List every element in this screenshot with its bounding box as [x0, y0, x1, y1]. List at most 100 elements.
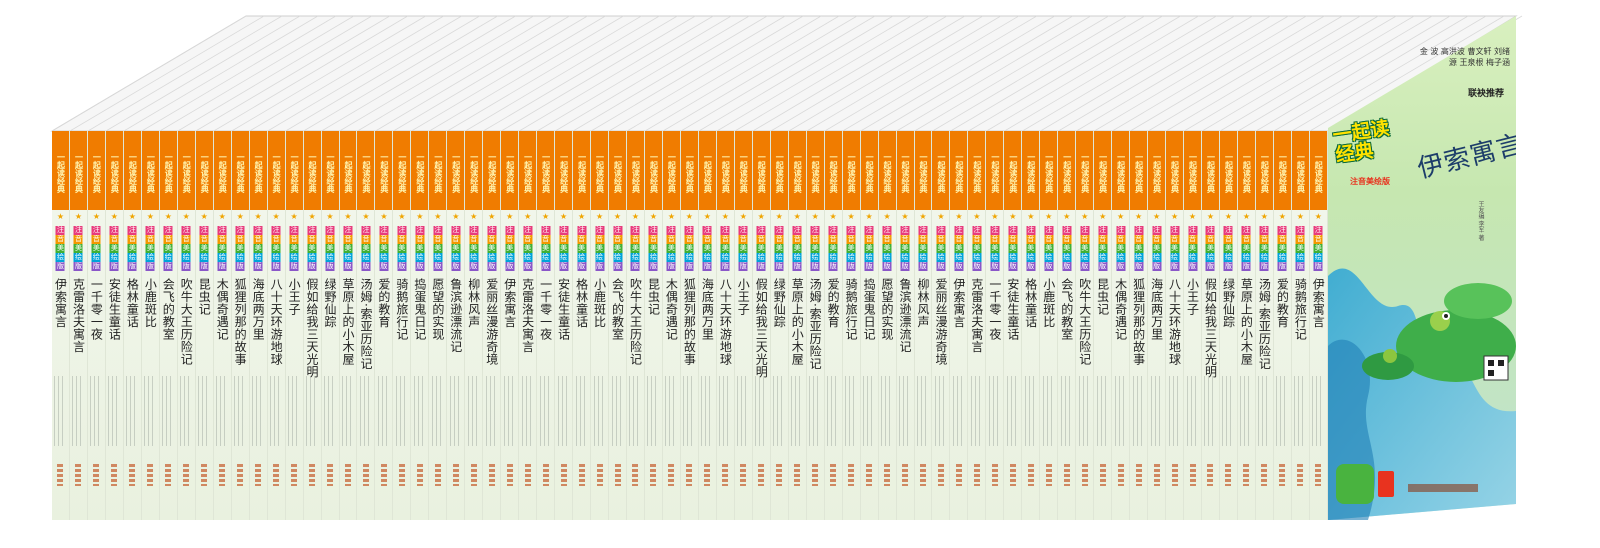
spine-series-label: 一起读经典 [487, 153, 497, 193]
front-cover-illustration [1328, 16, 1516, 520]
star-icon: ★ [847, 212, 855, 221]
book-spines-row: 一起读经典 ★ 注音美绘版伊索寓言 一起读经典 ★ 注音美绘版克雷洛夫寓言 一起读经典 ★ 注音… [52, 131, 1328, 520]
spine-author-credits [503, 376, 516, 446]
spine-band: 一起读经典 [159, 131, 177, 210]
spine-edition-char: 绘 [181, 253, 191, 262]
spine-band: 一起读经典 [447, 131, 465, 210]
spine-series-label: 一起读经典 [883, 153, 893, 193]
page-edge-line [123, 15, 319, 132]
spine-edition-char: 美 [828, 244, 838, 253]
spine-edition-badge: 注音美绘版 [1259, 226, 1269, 271]
spine-edition-char: 美 [1134, 244, 1144, 253]
page-edge-line [249, 15, 444, 132]
page-edge-line [357, 15, 552, 132]
spine-edition-badge: 注音美绘版 [451, 226, 461, 271]
page-edge-line [87, 15, 283, 132]
spine-edition-char: 音 [864, 235, 874, 244]
spine-title: 格林童话 [1023, 278, 1038, 328]
spine-edition-char: 绘 [1080, 253, 1090, 262]
spine-author-credits [1042, 376, 1055, 446]
spine-edition-badge: 注音美绘版 [1170, 226, 1180, 271]
spine-edition-char: 注 [990, 226, 1000, 235]
spine-band: 一起读经典 [87, 131, 105, 210]
spine-edition-char: 版 [774, 262, 784, 271]
spine-edition-char: 注 [756, 226, 766, 235]
spine-edition-char: 美 [1062, 244, 1072, 253]
spine-edition-char: 音 [1080, 235, 1090, 244]
spine-publisher-mark [650, 464, 657, 486]
spine-author-credits [485, 376, 498, 446]
spine-edition-char: 音 [289, 235, 299, 244]
spine-band: 一起读经典 [662, 131, 680, 210]
spine-band: 一起读经典 [896, 131, 914, 210]
spine-publisher-mark [596, 464, 603, 486]
spine-title: 假如给我三天光明 [1203, 278, 1218, 378]
spine-series-label: 一起读经典 [128, 153, 138, 193]
spine-series-label: 一起读经典 [631, 153, 641, 193]
book-spine: 一起读经典 ★ 注音美绘版伊索寓言 [950, 131, 969, 520]
spine-edition-char: 绘 [523, 253, 533, 262]
spine-edition-char: 版 [702, 262, 712, 271]
spine-publisher-mark [1153, 464, 1160, 486]
spine-edition-char: 音 [469, 235, 479, 244]
spine-series-label: 一起读经典 [1314, 153, 1324, 193]
spine-edition-char: 版 [720, 262, 730, 271]
spine-edition-char: 音 [1116, 235, 1126, 244]
spine-edition-char: 注 [109, 226, 119, 235]
page-edge-line [986, 15, 1181, 132]
spine-edition-char: 美 [864, 244, 874, 253]
spine-edition-char: 注 [307, 226, 317, 235]
spine-band: 一起读经典 [752, 131, 770, 210]
spine-author-credits [377, 376, 390, 446]
spine-author-credits [845, 376, 858, 446]
spine-publisher-mark [704, 464, 711, 486]
page-edge-line [1112, 15, 1307, 132]
spine-band: 一起读经典 [860, 131, 878, 210]
spine-series-label: 一起读经典 [1098, 153, 1108, 193]
spine-edition-char: 绘 [469, 253, 479, 262]
star-icon: ★ [1081, 212, 1089, 221]
page-edge-line [177, 15, 373, 132]
spine-edition-badge: 注音美绘版 [541, 226, 551, 271]
spine-band: 一起读经典 [1148, 131, 1166, 210]
spine-band: 一起读经典 [1112, 131, 1130, 210]
spine-edition-char: 版 [235, 262, 245, 271]
page-edge-line [1058, 15, 1253, 132]
spine-publisher-mark [1081, 464, 1088, 486]
spine-edition-char: 版 [1241, 262, 1251, 271]
spine-title: 会飞的教室 [610, 278, 625, 341]
spine-publisher-mark [1027, 464, 1034, 486]
book-spine: 一起读经典 ★ 注音美绘版伊索寓言 [52, 131, 70, 520]
spine-edition-char: 绘 [73, 253, 83, 262]
spine-band: 一起读经典 [1309, 131, 1327, 210]
spine-edition-char: 注 [469, 226, 479, 235]
spine-title: 草原上的小木屋 [790, 278, 805, 366]
spine-edition-badge: 注音美绘版 [613, 226, 623, 271]
spine-series-label: 一起读经典 [1026, 153, 1036, 193]
spine-edition-char: 美 [756, 244, 766, 253]
spine-title: 一千零一夜 [89, 278, 104, 341]
book-spine: 一起读经典 ★ 注音美绘版八十天环游地球 [716, 131, 735, 520]
spine-band: 一起读经典 [1094, 131, 1112, 210]
star-icon: ★ [1206, 212, 1215, 221]
spine-band: 一起读经典 [1058, 131, 1076, 210]
spine-publisher-mark [1261, 464, 1268, 486]
book-spine: 一起读经典 ★ 注音美绘版格林童话 [123, 131, 142, 520]
spine-edition-char: 绘 [810, 253, 820, 262]
page-edge-line [860, 15, 1055, 132]
star-icon: ★ [955, 212, 963, 221]
spine-series-label: 一起读经典 [739, 153, 749, 193]
spine-publisher-mark [434, 464, 441, 486]
spine-title: 骑鹅旅行记 [844, 278, 859, 341]
spine-edition-char: 版 [846, 262, 856, 271]
spine-title: 克雷洛夫寓言 [969, 278, 984, 353]
spine-band: 一起读经典 [627, 131, 644, 210]
spine-author-credits [54, 376, 67, 446]
spine-edition-char: 绘 [433, 253, 443, 262]
spine-edition-char: 绘 [487, 253, 497, 262]
spine-author-credits [1276, 376, 1289, 446]
spine-author-credits [234, 376, 247, 446]
spine-edition-badge: 注音美绘版 [271, 226, 281, 271]
spine-band: 一起读经典 [105, 131, 123, 210]
